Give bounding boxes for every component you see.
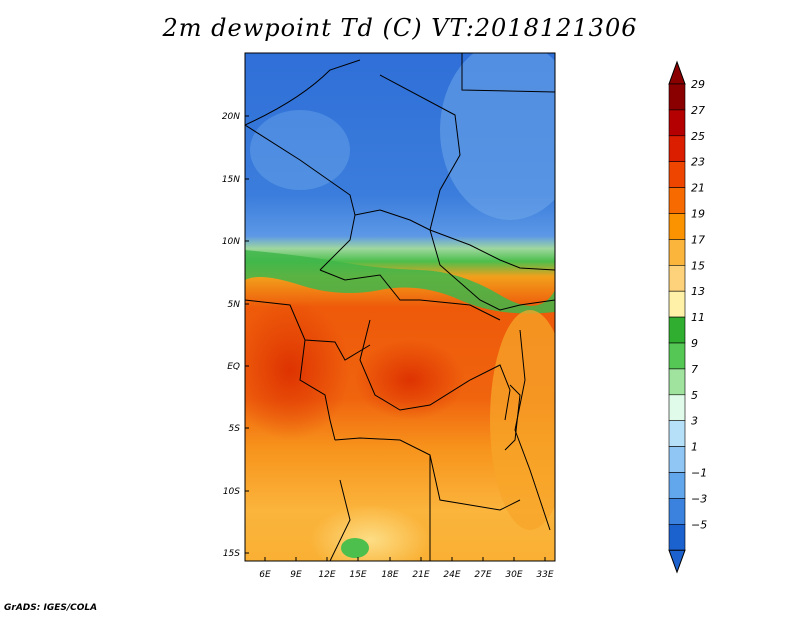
lat-label: 10S <box>223 487 240 497</box>
colorbar-swatch <box>668 394 686 421</box>
colorbar-swatch <box>668 239 686 266</box>
colorbar-swatch <box>668 161 686 188</box>
colorbar-label: 15 <box>691 259 705 272</box>
colorbar-label: 13 <box>691 285 705 298</box>
colorbar-label: 7 <box>691 363 698 376</box>
colorbar-swatch <box>668 368 686 396</box>
colorbar-label: −1 <box>691 467 707 480</box>
colorbar-label: 21 <box>691 182 705 195</box>
dewpoint-field <box>245 53 555 561</box>
colorbar-legend: 29 27 25 23 21 19 17 15 13 11 9 7 5 3 1 −1 −3 −5 <box>668 60 707 574</box>
colorbar-swatch <box>668 472 686 499</box>
colorbar-swatch <box>668 446 686 473</box>
colorbar-swatch <box>668 523 686 551</box>
lon-label: 15E <box>349 570 366 580</box>
colorbar-label: 19 <box>691 208 705 221</box>
longitude-axis: 6E 9E 12E 15E 18E 21E 24E 27E 30E 33E <box>259 557 554 580</box>
colorbar-swatch <box>668 187 686 214</box>
colorbar-bottom-arrow <box>668 549 686 574</box>
lat-label: 20N <box>222 112 240 122</box>
lon-label: 6E <box>259 570 271 580</box>
lon-label: 12E <box>318 570 335 580</box>
colorbar-swatch <box>668 135 686 163</box>
colorbar-label: 3 <box>691 415 698 428</box>
lon-label: 27E <box>474 570 491 580</box>
lon-label: 18E <box>381 570 398 580</box>
colorbar-top-arrow <box>668 60 686 85</box>
country-borders <box>245 53 555 561</box>
colorbar-label: 5 <box>691 389 698 402</box>
colorbar-swatch <box>668 498 686 525</box>
colorbar-swatch <box>668 342 686 370</box>
lon-label: 21E <box>412 570 429 580</box>
latitude-axis: 20N 15N 10N 5N EQ 5S 10S 15S <box>222 112 249 559</box>
colorbar-swatch <box>668 420 686 447</box>
lat-label: 15N <box>222 175 240 185</box>
grads-credit: GrADS: IGES/COLA <box>4 603 98 613</box>
colorbar-swatch <box>668 290 686 318</box>
lat-label: 10N <box>222 237 240 247</box>
colorbar-swatch <box>668 83 686 111</box>
colorbar-swatch <box>668 264 686 292</box>
colorbar-label: 17 <box>691 233 705 246</box>
lon-label: 30E <box>505 570 522 580</box>
lat-label: 5S <box>229 424 241 434</box>
lon-label: 24E <box>443 570 460 580</box>
colorbar-label: −5 <box>691 518 707 531</box>
colorbar-label: 23 <box>691 156 705 169</box>
colorbar-swatch <box>668 213 686 240</box>
lon-label: 9E <box>290 570 302 580</box>
lon-label: 33E <box>536 570 553 580</box>
lat-label: EQ <box>227 362 240 372</box>
colorbar-label: 11 <box>691 311 705 324</box>
map-title: 2m dewpoint Td (C) VT:2018121306 <box>162 14 638 42</box>
lat-label: 15S <box>223 549 240 559</box>
colorbar-swatch <box>668 109 686 137</box>
colorbar-label: 27 <box>691 104 705 117</box>
lat-label: 5N <box>228 300 241 310</box>
colorbar-label: −3 <box>691 492 707 505</box>
colorbar-label: 29 <box>691 78 705 91</box>
colorbar-label: 9 <box>691 337 698 350</box>
colorbar-label: 1 <box>691 441 698 454</box>
colorbar-label: 25 <box>691 130 705 143</box>
colorbar-swatch <box>668 316 686 344</box>
